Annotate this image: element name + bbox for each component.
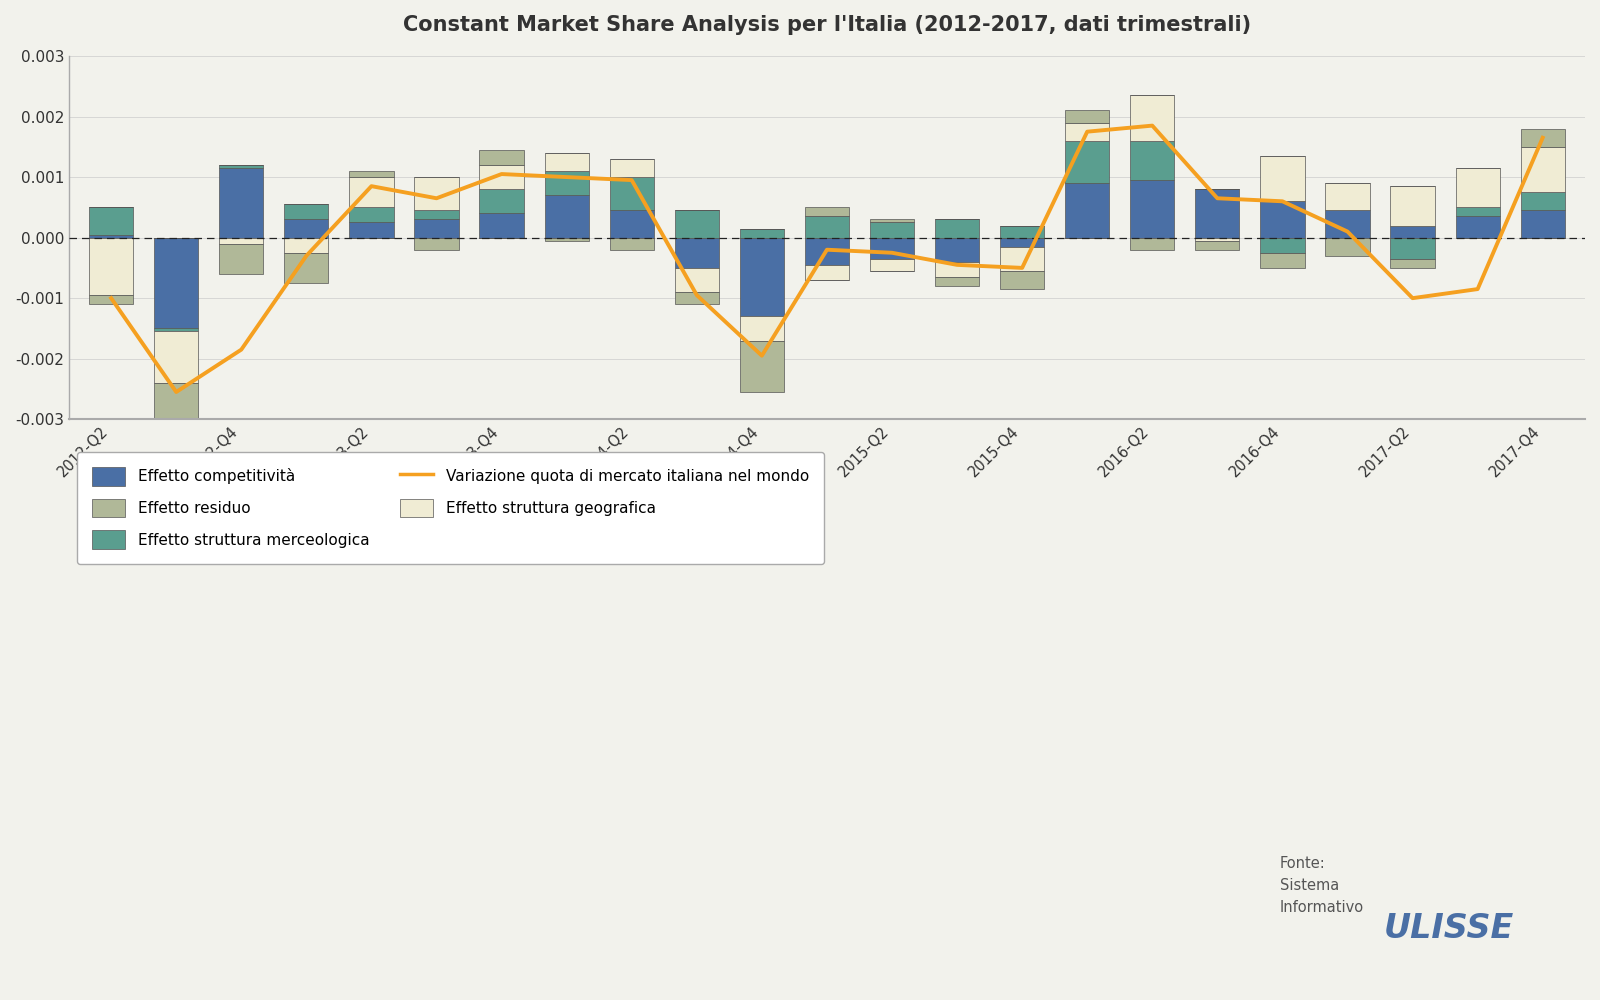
Bar [610, 210, 654, 238]
Bar [739, 229, 784, 238]
Bar [1325, 238, 1370, 256]
Bar [285, 238, 328, 253]
Bar [219, 244, 264, 274]
Text: Fonte:
Sistema
Informativo: Fonte: Sistema Informativo [1280, 856, 1365, 915]
Bar [1390, 186, 1435, 226]
Bar [285, 219, 328, 238]
Bar [934, 219, 979, 238]
Bar [1520, 147, 1565, 192]
Bar [805, 216, 850, 238]
Bar [544, 238, 589, 241]
Bar [1130, 180, 1174, 238]
Bar [870, 222, 914, 238]
Bar [480, 150, 523, 165]
Bar [1000, 271, 1045, 289]
Bar [870, 238, 914, 259]
Bar [90, 238, 133, 295]
Bar [219, 238, 264, 244]
Bar [739, 238, 784, 316]
Bar [934, 262, 979, 277]
Bar [1000, 238, 1045, 247]
Bar [1325, 210, 1370, 238]
Bar [1261, 201, 1304, 238]
Bar [1066, 123, 1109, 141]
Bar [1456, 168, 1499, 207]
Bar [544, 153, 589, 171]
Bar [414, 177, 459, 210]
Bar [1325, 183, 1370, 210]
Bar [610, 238, 654, 250]
Bar [1390, 238, 1435, 259]
Bar [480, 189, 523, 213]
Bar [414, 219, 459, 238]
Bar [349, 171, 394, 177]
Bar [544, 171, 589, 195]
Bar [1390, 226, 1435, 238]
Bar [805, 265, 850, 280]
Title: Constant Market Share Analysis per l'Italia (2012-2017, dati trimestrali): Constant Market Share Analysis per l'Ita… [403, 15, 1251, 35]
Bar [90, 207, 133, 235]
Bar [154, 331, 198, 383]
Bar [1066, 183, 1109, 238]
Bar [1456, 216, 1499, 238]
Bar [154, 383, 198, 431]
Bar [1390, 259, 1435, 268]
Bar [414, 238, 459, 250]
Bar [610, 177, 654, 210]
Bar [675, 292, 718, 304]
Bar [739, 316, 784, 341]
Bar [805, 238, 850, 265]
Bar [675, 210, 718, 238]
Bar [610, 159, 654, 177]
Bar [219, 165, 264, 168]
Bar [1456, 207, 1499, 216]
Bar [1130, 95, 1174, 141]
Bar [1130, 141, 1174, 180]
Bar [285, 253, 328, 283]
Bar [90, 235, 133, 238]
Bar [154, 328, 198, 331]
Bar [1000, 247, 1045, 271]
Bar [675, 238, 718, 268]
Bar [480, 165, 523, 189]
Bar [480, 213, 523, 238]
Bar [1066, 141, 1109, 183]
Bar [1130, 238, 1174, 250]
Bar [349, 222, 394, 238]
Bar [1195, 241, 1240, 250]
Bar [1195, 189, 1240, 238]
Bar [934, 277, 979, 286]
Bar [1000, 226, 1045, 238]
Bar [90, 295, 133, 304]
Bar [934, 238, 979, 262]
Bar [1261, 156, 1304, 201]
Bar [285, 204, 328, 219]
Bar [805, 207, 850, 216]
Legend: Effetto competitività, Effetto residuo, Effetto struttura merceologica, Variazio: Effetto competitività, Effetto residuo, … [77, 452, 824, 564]
Bar [1520, 210, 1565, 238]
Bar [1066, 110, 1109, 123]
Bar [219, 168, 264, 238]
Bar [414, 210, 459, 219]
Bar [739, 341, 784, 392]
Bar [349, 207, 394, 222]
Bar [870, 259, 914, 271]
Bar [544, 195, 589, 238]
Bar [1195, 238, 1240, 241]
Bar [675, 268, 718, 292]
Text: ULISSE: ULISSE [1384, 912, 1514, 945]
Bar [349, 177, 394, 207]
Bar [1520, 192, 1565, 210]
Bar [1520, 129, 1565, 147]
Bar [870, 219, 914, 222]
Bar [1261, 238, 1304, 253]
Bar [1261, 253, 1304, 268]
Bar [154, 238, 198, 328]
